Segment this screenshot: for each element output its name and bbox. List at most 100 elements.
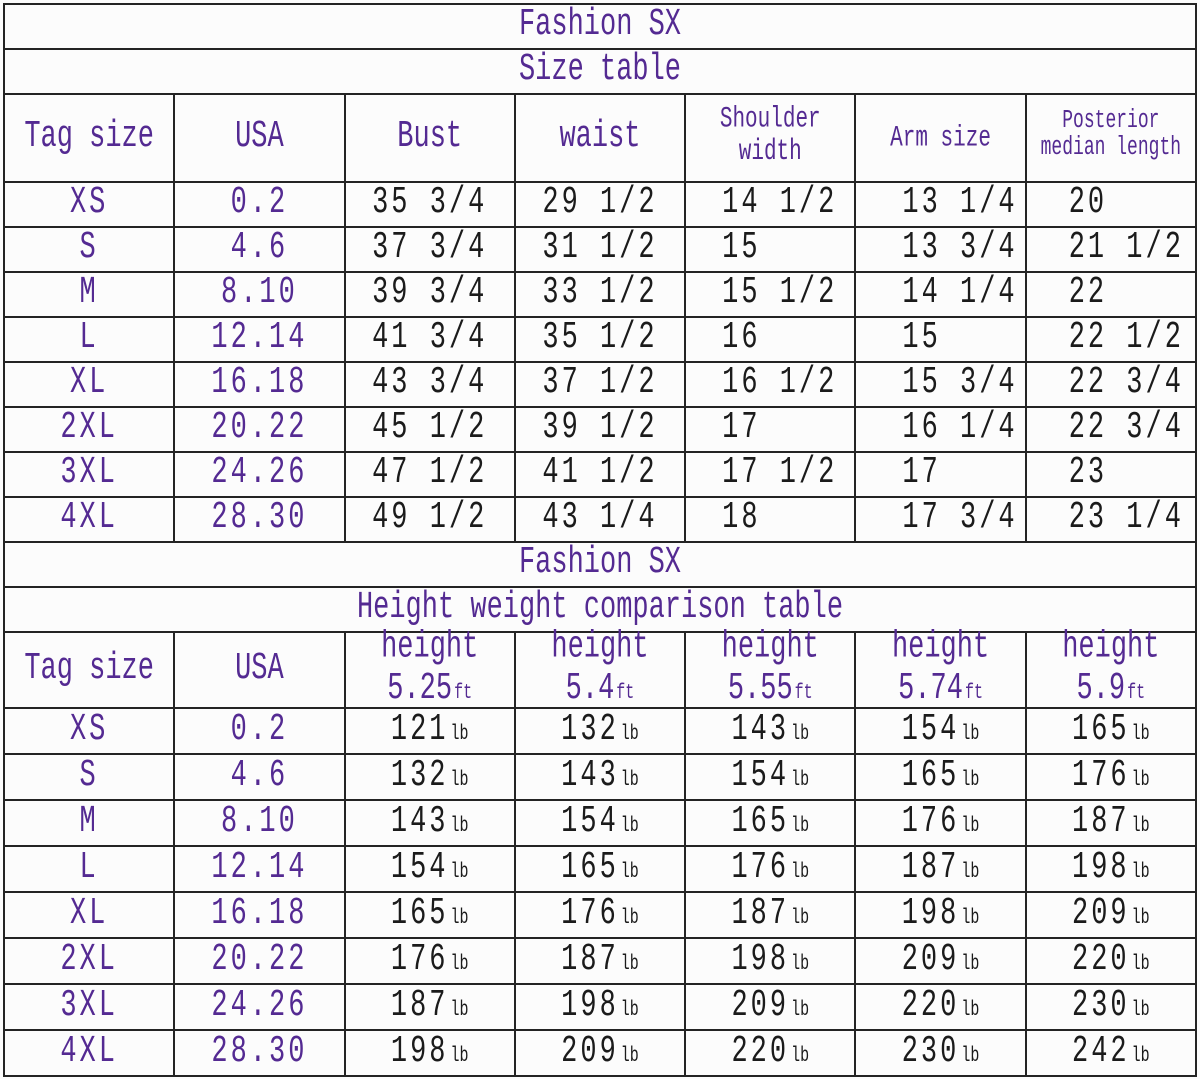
cell-value: 143 lb — [390, 801, 469, 844]
height-weight-brand-title: Fashion SX — [518, 542, 682, 586]
weight-cell: 176 lb — [513, 891, 687, 939]
usa-cell: 8.10 — [173, 271, 346, 318]
cell-value: 4XL — [60, 497, 118, 541]
cell-value: 187 lb — [731, 893, 810, 936]
weight-cell: 242 lb — [1024, 1029, 1198, 1077]
weight-unit-label: lb — [620, 721, 639, 747]
cell-value: 15 — [722, 227, 761, 271]
usa-cell: 12.14 — [173, 316, 346, 363]
tag-size-cell: XS — [2, 707, 176, 755]
weight-cell: 187 lb — [1024, 799, 1198, 847]
cell-value: 154 lb — [731, 755, 810, 798]
t1-col-header-waist: waist — [513, 93, 687, 183]
weight-cell: 220 lb — [854, 983, 1027, 1031]
cell-value: 14 1/4 — [902, 272, 1018, 316]
cell-value: 242 lb — [1072, 1031, 1150, 1074]
height-unit-label: ft — [964, 680, 983, 706]
cell-value: 4.6 — [230, 227, 289, 271]
weight-cell: 165 lb — [343, 891, 516, 939]
height-unit-label: ft — [794, 680, 813, 706]
tag-size-cell: XL — [2, 361, 176, 408]
weight-cell: 198 lb — [684, 937, 857, 985]
weight-unit-label: lb — [791, 767, 810, 793]
cell-value: 2XL — [60, 407, 118, 451]
posterior-median-length-cell: 22 1/2 — [1024, 316, 1198, 363]
shoulder-width-cell: 14 1/2 — [684, 181, 857, 228]
cell-value: 21 1/2 — [1068, 227, 1184, 271]
cell-value: 0.2 — [230, 182, 289, 226]
weight-unit-label: lb — [791, 859, 810, 885]
t2-height-header-label: height 5.74 ft — [891, 626, 990, 711]
weight-cell: 165 lb — [513, 845, 687, 893]
height-weight-row: M 8.10 143 lb 154 lb 165 lb 176 lb 187 lb — [2, 799, 1198, 847]
t2-height-header-label: height 5.4 ft — [551, 626, 649, 711]
waist-cell: 35 1/2 — [513, 316, 687, 363]
size-table-brand-row: Fashion SX — [3, 3, 1197, 50]
cell-value: 176 lb — [731, 847, 810, 890]
cell-value: 198 lb — [390, 1031, 469, 1074]
cell-value: S — [79, 227, 99, 271]
cell-value: 22 3/4 — [1068, 407, 1184, 451]
cell-value: 16 — [722, 317, 761, 361]
usa-cell: 16.18 — [173, 891, 346, 939]
weight-unit-label: lb — [961, 951, 980, 977]
height-weight-row: S 4.6 132 lb 143 lb 154 lb 165 lb 176 lb — [2, 753, 1198, 801]
cell-value: 12.14 — [211, 317, 308, 361]
weight-unit-label: lb — [961, 813, 980, 839]
weight-unit-label: lb — [620, 951, 639, 977]
t1-col-header-label: Posterior median length — [1040, 107, 1182, 164]
cell-value: 16.18 — [211, 893, 308, 936]
weight-unit-label: lb — [1131, 859, 1150, 885]
weight-unit-label: lb — [1131, 905, 1150, 931]
size-table-row: 3XL 24.26 47 1/2 41 1/2 17 1/2 17 23 — [2, 451, 1198, 498]
cell-value: 2XL — [60, 939, 118, 982]
tag-size-cell: S — [2, 226, 176, 273]
weight-cell: 121 lb — [343, 707, 516, 755]
cell-value: 39 3/4 — [372, 272, 488, 316]
cell-value: 22 — [1068, 272, 1108, 316]
usa-cell: 20.22 — [173, 937, 346, 985]
cell-value: 28.30 — [211, 497, 308, 541]
cell-value: 31 1/2 — [542, 227, 658, 271]
bust-cell: 45 1/2 — [343, 406, 516, 453]
cell-value: 12.14 — [211, 847, 308, 890]
size-table-row: XS 0.2 35 3/4 29 1/2 14 1/2 13 1/4 20 — [2, 181, 1198, 228]
cell-value: 22 1/2 — [1068, 317, 1184, 361]
weight-cell: 165 lb — [1024, 707, 1198, 755]
weight-unit-label: lb — [450, 767, 469, 793]
shoulder-width-cell: 16 — [684, 316, 857, 363]
tag-size-cell: XS — [2, 181, 176, 228]
t1-col-header-arm-size: Arm size — [854, 93, 1027, 183]
weight-cell: 187 lb — [854, 845, 1027, 893]
cell-value: 132 lb — [561, 709, 639, 752]
weight-cell: 154 lb — [513, 799, 687, 847]
weight-cell: 165 lb — [684, 799, 857, 847]
arm-size-cell: 14 1/4 — [854, 271, 1027, 318]
shoulder-width-cell: 18 — [684, 496, 857, 543]
weight-unit-label: lb — [791, 905, 810, 931]
weight-unit-label: lb — [791, 997, 810, 1023]
usa-cell: 24.26 — [173, 451, 346, 498]
t2-height-header-label: height 5.25 ft — [381, 626, 479, 711]
t1-col-header-shoulder-width: Shoulder width — [684, 93, 857, 183]
weight-unit-label: lb — [1131, 1043, 1150, 1069]
cell-value: 0.2 — [230, 709, 289, 752]
cell-value: 23 1/4 — [1068, 497, 1184, 541]
shoulder-width-cell: 15 — [684, 226, 857, 273]
tag-size-cell: 4XL — [2, 1029, 176, 1077]
weight-unit-label: lb — [1131, 721, 1150, 747]
cell-value: 47 1/2 — [372, 452, 488, 496]
weight-unit-label: lb — [1131, 997, 1150, 1023]
cell-value: 209 lb — [1072, 893, 1150, 936]
cell-value: 16 1/4 — [902, 407, 1018, 451]
posterior-median-length-cell: 20 — [1024, 181, 1198, 228]
weight-cell: 187 lb — [513, 937, 687, 985]
bust-cell: 37 3/4 — [343, 226, 516, 273]
t1-col-header-label: Bust — [397, 116, 463, 159]
cell-value: 220 lb — [1072, 939, 1150, 982]
height-weight-header-row: Tag size USA height 5.25 ft height 5.4 ft height… — [2, 627, 1198, 710]
cell-value: 17 — [722, 407, 761, 451]
weight-unit-label: lb — [961, 1043, 980, 1069]
weight-cell: 209 lb — [513, 1029, 687, 1077]
cell-value: 13 1/4 — [902, 182, 1018, 226]
